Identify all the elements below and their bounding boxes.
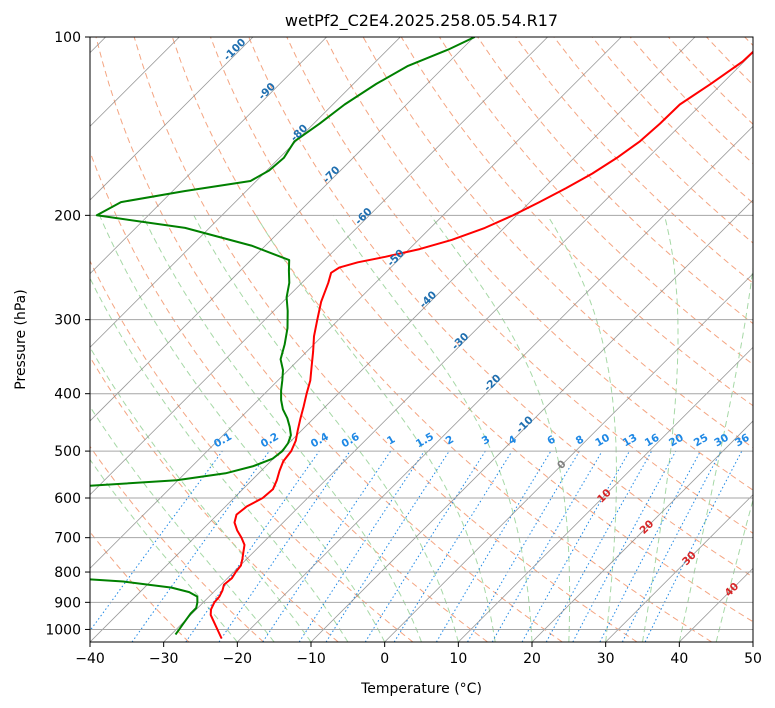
y-tick-label: 1000 (45, 622, 81, 638)
isotherm-line (90, 37, 327, 275)
x-tick-label: 30 (597, 651, 615, 667)
isotherms (90, 37, 753, 642)
x-axis: −40 −30 −20 −10 0 10 20 30 40 50 (75, 642, 762, 667)
chart-title: wetPf2_C2E4.2025.258.05.54.R17 (285, 11, 558, 31)
dry-adiabat-line (95, 37, 563, 642)
isotherm-line (90, 37, 696, 642)
x-tick-label: 0 (380, 651, 389, 667)
x-tick-label: 20 (523, 651, 541, 667)
isotherm-line (163, 52, 753, 642)
moist-adiabat-line (90, 458, 238, 642)
moist-adiabat-line (678, 264, 753, 642)
moist-adiabat-line (547, 215, 617, 642)
y-tick-label: 100 (54, 30, 81, 46)
moist-adiabat-line (99, 215, 386, 642)
mixing-ratio-line (185, 450, 320, 642)
mixing-ratio-line (90, 450, 223, 632)
y-tick-label: 900 (54, 595, 81, 611)
x-axis-label: Temperature (°C) (360, 681, 482, 697)
x-tick-label: −10 (296, 651, 326, 667)
x-tick-label: 10 (449, 651, 467, 667)
dry-adiabat-line (133, 37, 638, 642)
isotherm-line (384, 273, 753, 642)
x-tick-label: −30 (149, 651, 179, 667)
x-tick-label: −20 (223, 651, 253, 667)
moist-adiabat-line (90, 405, 275, 642)
isotherm-line (90, 37, 622, 569)
y-tick-label: 300 (54, 313, 81, 329)
dry-adiabat-line (90, 356, 339, 642)
mixing-ratio-line (325, 450, 450, 642)
dry-adiabat-line (324, 37, 753, 491)
y-tick-label: 600 (54, 491, 81, 507)
moist-adiabat-line (90, 346, 312, 642)
isotherm-line (531, 420, 753, 642)
x-tick-label: 40 (670, 651, 688, 667)
dry-adiabat-line (171, 37, 712, 642)
dewpoint-profile-line (90, 37, 476, 636)
y-tick-label: 800 (54, 565, 81, 581)
y-tick-label: 400 (54, 387, 81, 403)
isotherm-line (90, 37, 475, 422)
isotherm-line (605, 494, 753, 642)
dry-adiabat-line (210, 37, 753, 623)
mixing-ratio-line (545, 450, 653, 642)
y-tick-label: 500 (54, 444, 81, 460)
plot-frame (89, 36, 754, 643)
moist-adiabat-line (430, 215, 571, 642)
mixing-ratio-line (572, 450, 677, 642)
x-tick-label: −40 (75, 651, 105, 667)
dry-adiabat-line (90, 259, 414, 642)
isotherm-line (90, 37, 254, 201)
dry-adiabats (90, 37, 753, 642)
y-axis-label: Pressure (hPa) (13, 289, 29, 389)
isotherm-line (90, 37, 548, 496)
mixing-ratio-line (262, 450, 392, 642)
dry-adiabat-line (286, 37, 753, 534)
dry-adiabat-line (90, 445, 264, 642)
y-tick-label: 700 (54, 531, 81, 547)
moist-adiabat-line (332, 215, 533, 642)
temperature-profile-line (209, 50, 753, 639)
y-axis: 100 200 300 400 500 600 700 800 900 1000 (45, 30, 90, 638)
mixing-ratio-line (644, 450, 743, 642)
isotherm-line (237, 125, 753, 642)
profiles (90, 37, 753, 639)
mixing-ratio-line (298, 450, 425, 642)
plot-area (90, 37, 753, 642)
moist-adiabat-line (642, 215, 679, 642)
x-tick-label: 50 (744, 651, 762, 667)
pressure-gridlines (90, 37, 753, 630)
isotherm-line (310, 199, 753, 642)
mixing-ratio-line (131, 450, 270, 642)
dry-adiabat-line (515, 37, 753, 284)
dry-adiabat-line (248, 37, 753, 578)
mixing-ratio-line (393, 450, 513, 642)
y-tick-label: 200 (54, 208, 81, 224)
isotherm-line (458, 346, 753, 642)
mixing-ratio-line (218, 450, 351, 642)
mixing-ratio-lines (90, 450, 743, 642)
mixing-ratio-line (521, 450, 630, 642)
moist-adiabat-line (142, 215, 422, 642)
